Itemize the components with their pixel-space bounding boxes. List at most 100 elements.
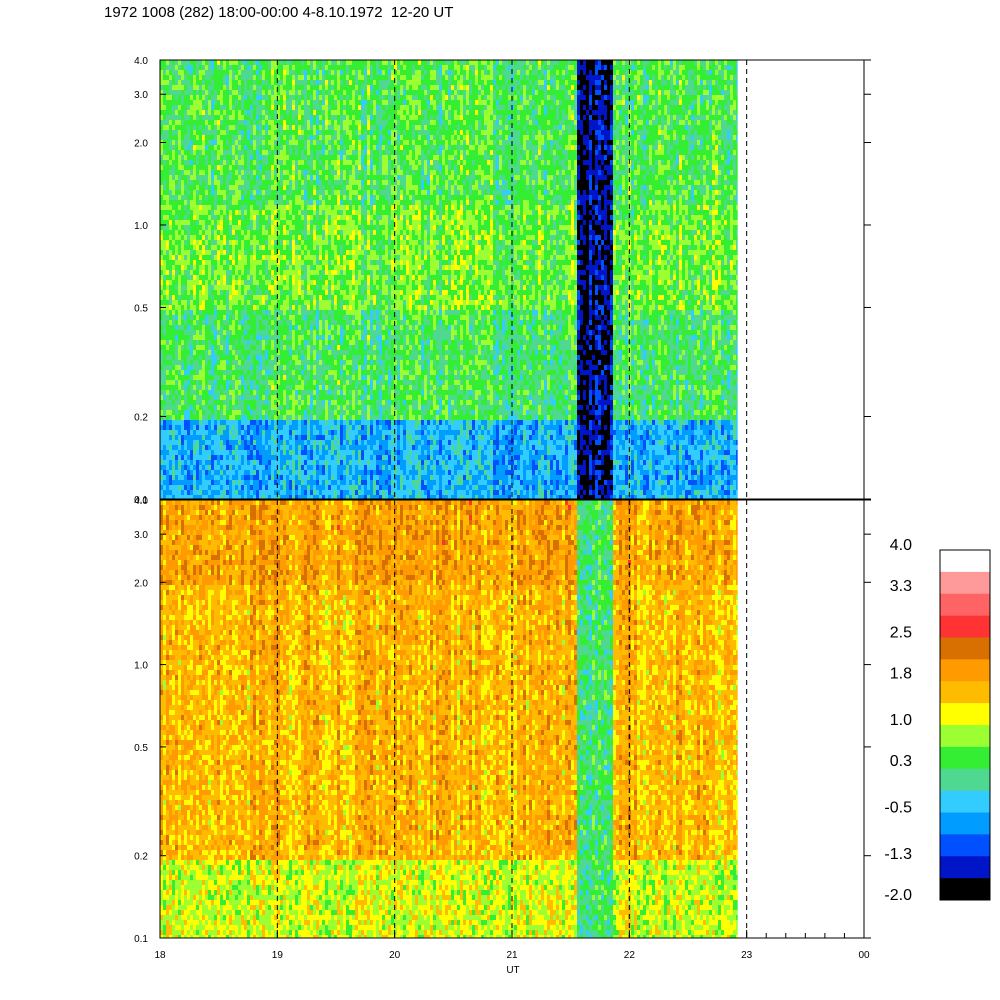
heatmap-cell bbox=[280, 265, 283, 270]
heatmap-cell bbox=[262, 70, 265, 75]
heatmap-cell bbox=[220, 420, 223, 425]
heatmap-cell bbox=[286, 225, 289, 230]
heatmap-cell bbox=[187, 215, 190, 220]
heatmap-cell bbox=[217, 310, 220, 315]
heatmap-cell bbox=[325, 60, 328, 65]
heatmap-cell bbox=[199, 130, 202, 135]
heatmap-cell bbox=[181, 135, 184, 140]
heatmap-cell bbox=[196, 415, 199, 420]
heatmap-cell bbox=[250, 355, 253, 360]
heatmap-cell bbox=[172, 470, 175, 475]
heatmap-cell bbox=[271, 200, 274, 205]
heatmap-cell bbox=[169, 180, 172, 185]
heatmap-cell bbox=[259, 340, 262, 345]
heatmap-cell bbox=[283, 440, 286, 445]
heatmap-cell bbox=[229, 325, 232, 330]
heatmap-cell bbox=[160, 125, 163, 130]
heatmap-cell bbox=[238, 85, 241, 90]
heatmap-cell bbox=[232, 210, 235, 215]
heatmap-cell bbox=[235, 475, 238, 480]
heatmap-cell bbox=[280, 450, 283, 455]
heatmap-cell bbox=[160, 480, 163, 485]
heatmap-cell bbox=[220, 280, 223, 285]
heatmap-cell bbox=[250, 440, 253, 445]
heatmap-cell bbox=[289, 450, 292, 455]
heatmap-cell bbox=[283, 185, 286, 190]
heatmap-cell bbox=[292, 415, 295, 420]
heatmap-cell bbox=[229, 135, 232, 140]
heatmap-cell bbox=[238, 350, 241, 355]
heatmap-cell bbox=[262, 220, 265, 225]
heatmap-cell bbox=[163, 440, 166, 445]
heatmap-cell bbox=[328, 190, 331, 195]
heatmap-cell bbox=[286, 355, 289, 360]
heatmap-cell bbox=[220, 95, 223, 100]
heatmap-cell bbox=[271, 435, 274, 440]
heatmap-cell bbox=[307, 445, 310, 450]
heatmap-cell bbox=[250, 360, 253, 365]
heatmap-cell bbox=[247, 80, 250, 85]
heatmap-cell bbox=[196, 135, 199, 140]
heatmap-cell bbox=[280, 100, 283, 105]
heatmap-cell bbox=[289, 80, 292, 85]
heatmap-cell bbox=[259, 230, 262, 235]
heatmap-cell bbox=[292, 85, 295, 90]
heatmap-cell bbox=[160, 225, 163, 230]
heatmap-cell bbox=[313, 455, 316, 460]
heatmap-cell bbox=[205, 65, 208, 70]
heatmap-cell bbox=[211, 75, 214, 80]
heatmap-cell bbox=[178, 295, 181, 300]
heatmap-cell bbox=[226, 105, 229, 110]
heatmap-cell bbox=[259, 170, 262, 175]
heatmap-cell bbox=[187, 365, 190, 370]
heatmap-cell bbox=[265, 380, 268, 385]
heatmap-cell bbox=[310, 250, 313, 255]
heatmap-cell bbox=[259, 315, 262, 320]
heatmap-cell bbox=[205, 435, 208, 440]
heatmap-cell bbox=[202, 290, 205, 295]
heatmap-cell bbox=[235, 280, 238, 285]
heatmap-cell bbox=[244, 120, 247, 125]
heatmap-cell bbox=[226, 75, 229, 80]
heatmap-cell bbox=[199, 235, 202, 240]
heatmap-cell bbox=[259, 175, 262, 180]
heatmap-cell bbox=[247, 455, 250, 460]
heatmap-cell bbox=[271, 205, 274, 210]
heatmap-cell bbox=[205, 225, 208, 230]
heatmap-cell bbox=[292, 170, 295, 175]
heatmap-cell bbox=[304, 160, 307, 165]
heatmap-cell bbox=[307, 220, 310, 225]
heatmap-cell bbox=[160, 275, 163, 280]
heatmap-cell bbox=[319, 200, 322, 205]
heatmap-cell bbox=[280, 400, 283, 405]
heatmap-cell bbox=[268, 350, 271, 355]
heatmap-cell bbox=[283, 170, 286, 175]
heatmap-cell bbox=[181, 490, 184, 495]
heatmap-cell bbox=[184, 370, 187, 375]
heatmap-cell bbox=[316, 455, 319, 460]
heatmap-cell bbox=[328, 235, 331, 240]
heatmap-cell bbox=[265, 110, 268, 115]
heatmap-cell bbox=[238, 135, 241, 140]
heatmap-cell bbox=[295, 160, 298, 165]
heatmap-cell bbox=[259, 470, 262, 475]
heatmap-cell bbox=[175, 345, 178, 350]
heatmap-cell bbox=[259, 450, 262, 455]
heatmap-cell bbox=[160, 205, 163, 210]
heatmap-cell bbox=[169, 100, 172, 105]
heatmap-cell bbox=[310, 85, 313, 90]
heatmap-cell bbox=[301, 235, 304, 240]
heatmap-cell bbox=[217, 210, 220, 215]
heatmap-cell bbox=[253, 365, 256, 370]
heatmap-cell bbox=[160, 405, 163, 410]
heatmap-cell bbox=[256, 425, 259, 430]
heatmap-cell bbox=[163, 80, 166, 85]
heatmap-cell bbox=[307, 165, 310, 170]
heatmap-cell bbox=[313, 345, 316, 350]
heatmap-cell bbox=[193, 90, 196, 95]
heatmap-cell bbox=[310, 340, 313, 345]
heatmap-cell bbox=[286, 195, 289, 200]
heatmap-cell bbox=[316, 475, 319, 480]
heatmap-cell bbox=[187, 60, 190, 65]
heatmap-cell bbox=[259, 210, 262, 215]
